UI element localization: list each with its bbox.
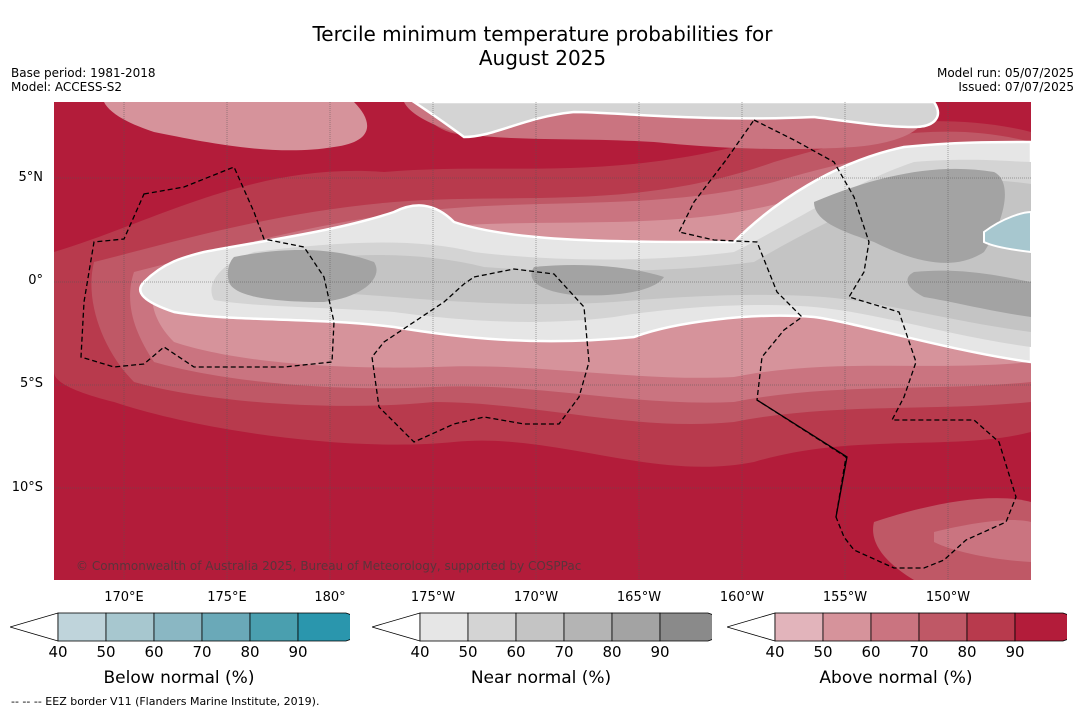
near-normal-title: Near normal (%) — [470, 668, 612, 688]
colorbar-swatch — [467, 612, 517, 642]
lat-label: 5°N — [18, 170, 44, 185]
colorbar-tick-label: 70 — [554, 643, 574, 661]
base-period: Base period: 1981-2018 — [11, 66, 156, 80]
chart-title: Tercile minimum temperature probabilitie… — [0, 22, 1085, 70]
lon-label: 180° — [314, 590, 346, 605]
lon-label: 170°E — [104, 590, 144, 605]
colorbar-tick-label: 40 — [48, 643, 68, 661]
colorbar-tick-label: 50 — [813, 643, 833, 661]
near-normal-80-east — [814, 168, 1005, 263]
lat-label: 5°S — [19, 376, 43, 391]
colorbar-tick-label: 90 — [650, 643, 670, 661]
copyright-text: © Commonwealth of Australia 2025, Bureau… — [76, 559, 582, 573]
lon-label: 175°W — [410, 590, 456, 605]
colorbar-swatch — [297, 612, 350, 642]
eez-borders — [80, 119, 1017, 569]
colorbar-tick-label: 40 — [410, 643, 430, 661]
colorbar-tick-label: 80 — [957, 643, 977, 661]
eez-footnote: -- -- -- EEZ border V11 (Flanders Marine… — [11, 695, 320, 708]
colorbar-swatch — [966, 612, 1016, 642]
colorbar-tick-label: 90 — [1005, 643, 1025, 661]
colorbar-swatch — [57, 612, 107, 642]
above-normal-60-southeast — [934, 520, 1031, 562]
colorbar-swatch — [105, 612, 155, 642]
colorbar-swatch — [870, 612, 920, 642]
colorbar-tick-label: 80 — [240, 643, 260, 661]
near-normal-80-central — [531, 265, 664, 296]
colorbar-tick-label: 90 — [288, 643, 308, 661]
colorbar-swatch — [1014, 612, 1067, 642]
near-normal-colorbar — [372, 612, 712, 642]
colorbar-swatch — [918, 612, 968, 642]
colorbar-swatch — [822, 612, 872, 642]
colorbar-swatch — [201, 612, 251, 642]
colorbar-tick-label: 40 — [765, 643, 785, 661]
colorbar-tick-label: 70 — [192, 643, 212, 661]
colorbar-swatch — [419, 612, 469, 642]
colorbar-tick-label: 50 — [458, 643, 478, 661]
below-normal-patch — [983, 210, 1031, 254]
map-svg — [54, 102, 1031, 580]
above-normal-colorbar — [727, 612, 1067, 642]
colorbar-tick-label: 60 — [861, 643, 881, 661]
below-normal-colorbar — [10, 612, 350, 642]
colorbar-swatch — [774, 612, 824, 642]
colorbar-tick-label: 70 — [909, 643, 929, 661]
meta-left: Base period: 1981-2018 Model: ACCESS-S2 — [11, 66, 156, 94]
eez-border-solid — [756, 399, 848, 518]
lon-label: 160°W — [719, 590, 765, 605]
lon-label: 175°E — [207, 590, 247, 605]
colorbar-low-extension — [10, 612, 59, 642]
colorbar-swatch — [563, 612, 613, 642]
model-name: Model: ACCESS-S2 — [11, 80, 123, 94]
lon-label: 170°W — [513, 590, 559, 605]
colorbar-swatch — [659, 612, 712, 642]
model-run: Model run: 05/07/2025 — [936, 66, 1074, 80]
probability-map — [54, 102, 1031, 580]
near-normal-north-area — [411, 102, 940, 139]
above-normal-50-north-west — [104, 102, 368, 151]
graticule — [54, 102, 1031, 580]
below-normal-title: Below normal (%) — [103, 668, 255, 688]
colorbar-tick-label: 50 — [96, 643, 116, 661]
colorbar-swatch — [515, 612, 565, 642]
lon-label: 155°W — [822, 590, 868, 605]
lat-label: 0° — [28, 273, 43, 288]
colorbar-tick-label: 80 — [602, 643, 622, 661]
colorbar-tick-label: 60 — [144, 643, 164, 661]
title-line-1: Tercile minimum temperature probabilitie… — [312, 22, 773, 46]
issued-date: Issued: 07/07/2025 — [958, 80, 1074, 94]
meta-right: Model run: 05/07/2025 Issued: 07/07/2025 — [937, 66, 1074, 94]
colorbar-low-extension — [372, 612, 421, 642]
title-line-2: August 2025 — [478, 46, 607, 70]
colorbar-low-extension — [727, 612, 776, 642]
colorbar-swatch — [249, 612, 299, 642]
lat-label: 10°S — [11, 480, 43, 495]
above-normal-title: Above normal (%) — [819, 668, 973, 688]
near-normal-80-west — [227, 250, 377, 302]
colorbar-tick-label: 60 — [506, 643, 526, 661]
lon-label: 150°W — [925, 590, 971, 605]
lon-label: 165°W — [616, 590, 662, 605]
colorbar-swatch — [153, 612, 203, 642]
near-normal-60-area — [253, 179, 1031, 332]
colorbar-swatch — [611, 612, 661, 642]
